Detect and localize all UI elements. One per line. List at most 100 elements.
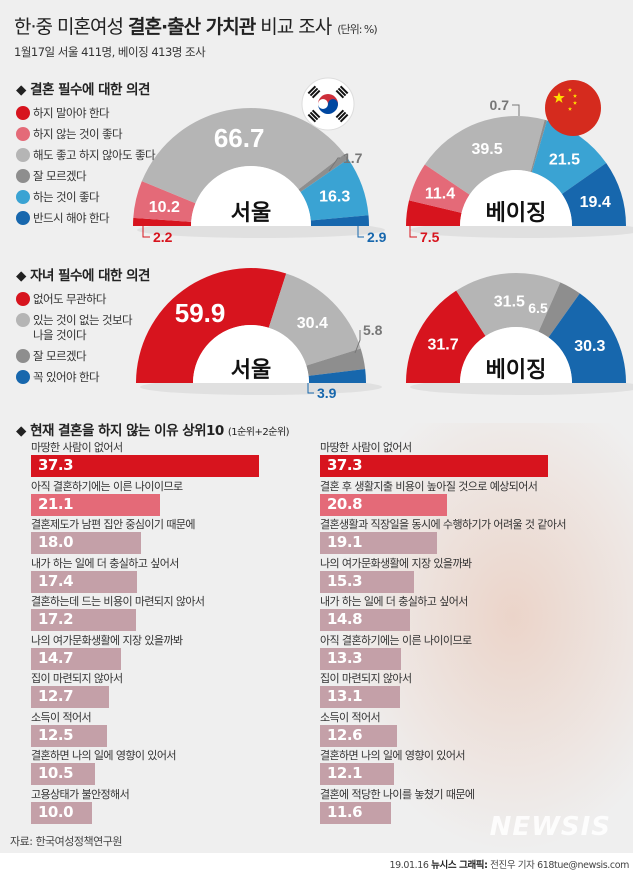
legend-label: 없어도 무관하다 bbox=[33, 292, 107, 306]
donut-value-label: 19.4 bbox=[580, 194, 611, 211]
donut-value-label: 16.3 bbox=[319, 189, 350, 206]
bar: 20.8 bbox=[320, 493, 448, 516]
bar-category-label: 고용상태가 불안정해서 bbox=[31, 787, 130, 801]
legend-swatch-icon bbox=[16, 190, 30, 204]
bar-row: 결혼생활과 직장일을 동시에 수행하기가 어려울 것 같아서 19.1 bbox=[320, 517, 566, 556]
bar-row: 고용상태가 불안정해서 10.0 bbox=[31, 787, 259, 826]
bar-value-label: 14.8 bbox=[327, 610, 363, 628]
bar-value-label: 13.1 bbox=[327, 687, 363, 705]
legend-label: 하지 말아야 한다 bbox=[33, 106, 110, 120]
donut-value-label: 10.2 bbox=[149, 199, 180, 216]
legend-item: 잘 모르겠다 bbox=[16, 169, 155, 184]
bar-row: 결혼 후 생활지출 비용이 높아질 것으로 예상되어서 20.8 bbox=[320, 479, 566, 518]
legend-swatch-icon bbox=[16, 370, 30, 384]
donut-segment bbox=[406, 200, 462, 226]
donut-callout-label: 2.2 bbox=[153, 229, 173, 245]
seoul-reasons-bar-chart: 마땅한 사람이 없어서 37.3 아직 결혼하기에는 이른 나이이므로 21.1 결혼제… bbox=[31, 440, 259, 825]
bar-category-label: 집이 마련되지 않아서 bbox=[31, 672, 123, 685]
bar-category-label: 결혼하는데 드는 비용이 마련되지 않아서 bbox=[31, 595, 205, 608]
legend-swatch-icon bbox=[16, 349, 30, 363]
marriage-legend: 하지 말아야 한다 하지 않는 것이 좋다 해도 좋고 하지 않아도 좋다 잘 모르겠… bbox=[16, 106, 156, 232]
bar-row: 결혼하면 나의 일에 영향이 있어서 12.1 bbox=[320, 748, 566, 787]
legend-swatch-icon bbox=[16, 169, 30, 183]
subtitle: 1월17일 서울 411명, 베이징 413명 조사 bbox=[14, 45, 206, 59]
donut-value-label: 39.5 bbox=[471, 141, 502, 158]
bar-category-label: 소득이 적어서 bbox=[31, 710, 92, 724]
legend-item: 있는 것이 없는 것보다 나을 것이다 bbox=[16, 313, 133, 343]
bar: 12.6 bbox=[320, 724, 398, 747]
bar-row: 소득이 적어서 12.6 bbox=[320, 710, 566, 749]
donut-callout-label: 2.9 bbox=[367, 229, 387, 245]
legend-item: 하지 말아야 한다 bbox=[16, 106, 155, 121]
legend-label: 잘 모르겠다 bbox=[33, 169, 87, 183]
donut-value-label: 6.5 bbox=[528, 300, 548, 316]
bar-value-label: 12.7 bbox=[38, 687, 74, 705]
newsis-watermark: NEWSIS bbox=[489, 812, 611, 842]
legend-swatch-icon bbox=[16, 211, 30, 225]
donut-segment bbox=[136, 267, 287, 383]
legend-label: 잘 모르겠다 bbox=[33, 349, 87, 363]
bar-value-label: 19.1 bbox=[327, 533, 363, 551]
bar-category-label: 아직 결혼하기에는 이른 나이이므로 bbox=[31, 479, 183, 493]
unit-label: (단위: %) bbox=[337, 23, 377, 36]
bar-category-label: 나의 여가문화생활에 지장 있을까봐 bbox=[320, 556, 472, 570]
credit-line: 19.01.16 뉴시스 그래픽: 전진우 기자 618tue@newsis.c… bbox=[389, 857, 629, 871]
bar-category-label: 결혼하면 나의 일에 영향이 있어서 bbox=[31, 749, 176, 762]
section-children-heading: ◆ 자녀 필수에 대한 의견 bbox=[16, 268, 150, 284]
bar-value-label: 14.7 bbox=[38, 648, 74, 667]
donut-center-label: 서울 bbox=[231, 358, 271, 383]
bar: 17.2 bbox=[31, 609, 137, 631]
donut-segment bbox=[268, 273, 361, 366]
donut-value-label: 31.5 bbox=[494, 293, 525, 310]
legend-swatch-icon bbox=[16, 292, 30, 306]
donut-callout-label: 0.7 bbox=[490, 97, 510, 113]
bar-row: 아직 결혼하기에는 이른 나이이므로 21.1 bbox=[31, 479, 259, 518]
bar-category-label: 결혼하면 나의 일에 영향이 있어서 bbox=[320, 749, 465, 762]
bar-category-label: 결혼제도가 남편 집안 중심이기 때문에 bbox=[31, 518, 196, 531]
donut-segment bbox=[308, 368, 366, 383]
bar-value-label: 20.8 bbox=[327, 494, 363, 513]
bar-value-label: 37.3 bbox=[38, 456, 74, 474]
legend-label: 하지 않는 것이 좋다 bbox=[33, 127, 123, 141]
bar-category-label: 내가 하는 일에 더 충실하고 싶어서 bbox=[320, 595, 468, 608]
donut-segment bbox=[530, 119, 548, 173]
bar-row: 나의 여가문화생활에 지장 있을까봐 15.3 bbox=[320, 556, 566, 595]
legend-item: 꼭 있어야 한다 bbox=[16, 370, 132, 385]
bar: 12.1 bbox=[320, 763, 394, 785]
legend-item: 하지 않는 것이 좋다 bbox=[16, 127, 155, 142]
bar: 13.3 bbox=[320, 647, 402, 670]
legend-swatch-icon bbox=[16, 106, 30, 120]
donut-value-label: 30.3 bbox=[574, 338, 605, 355]
bar-row: 결혼하는데 드는 비용이 마련되지 않아서 17.2 bbox=[31, 594, 259, 633]
donut-value-label: 21.5 bbox=[549, 152, 580, 169]
legend-label: 하는 것이 좋다 bbox=[33, 190, 100, 204]
bar-row: 결혼에 적당한 나이를 놓쳤기 때문에 11.6 bbox=[320, 787, 566, 826]
legend-swatch-icon bbox=[16, 148, 30, 162]
legend-item: 없어도 무관하다 bbox=[16, 292, 132, 307]
legend-swatch-icon bbox=[16, 127, 30, 141]
donut-segment bbox=[406, 290, 486, 383]
donut-segment bbox=[306, 348, 366, 376]
donut-segment bbox=[409, 164, 470, 213]
donut-segment bbox=[456, 272, 561, 337]
legend-swatch-icon bbox=[16, 313, 30, 327]
bar-value-label: 12.5 bbox=[38, 725, 74, 744]
bar-value-label: 37.3 bbox=[327, 456, 363, 474]
bar-category-label: 소득이 적어서 bbox=[320, 710, 381, 724]
bar-category-label: 마땅한 사람이 없어서 bbox=[31, 441, 123, 454]
donut-segment bbox=[141, 108, 345, 204]
bar: 15.3 bbox=[320, 570, 414, 593]
donut-center-label: 베이징 bbox=[486, 201, 547, 226]
bar-value-label: 13.3 bbox=[327, 648, 363, 667]
bar: 10.5 bbox=[31, 763, 96, 785]
infographic-panel: 한·중 미혼여성 결혼·출산 가치관 비교 조사 (단위: %) 1월17일 서울… bbox=[0, 0, 633, 853]
title-text: 한·중 미혼여성 bbox=[14, 16, 128, 38]
bar: 21.1 bbox=[31, 493, 160, 516]
bar-value-label: 10.0 bbox=[38, 802, 74, 821]
donut-callout-label: 1.7 bbox=[343, 150, 363, 166]
bar: 19.1 bbox=[320, 532, 437, 554]
donut-segment bbox=[548, 293, 626, 383]
bar-row: 소득이 적어서 12.5 bbox=[31, 710, 259, 749]
bar: 12.5 bbox=[31, 724, 108, 747]
donut-value-label: 66.7 bbox=[214, 123, 265, 153]
